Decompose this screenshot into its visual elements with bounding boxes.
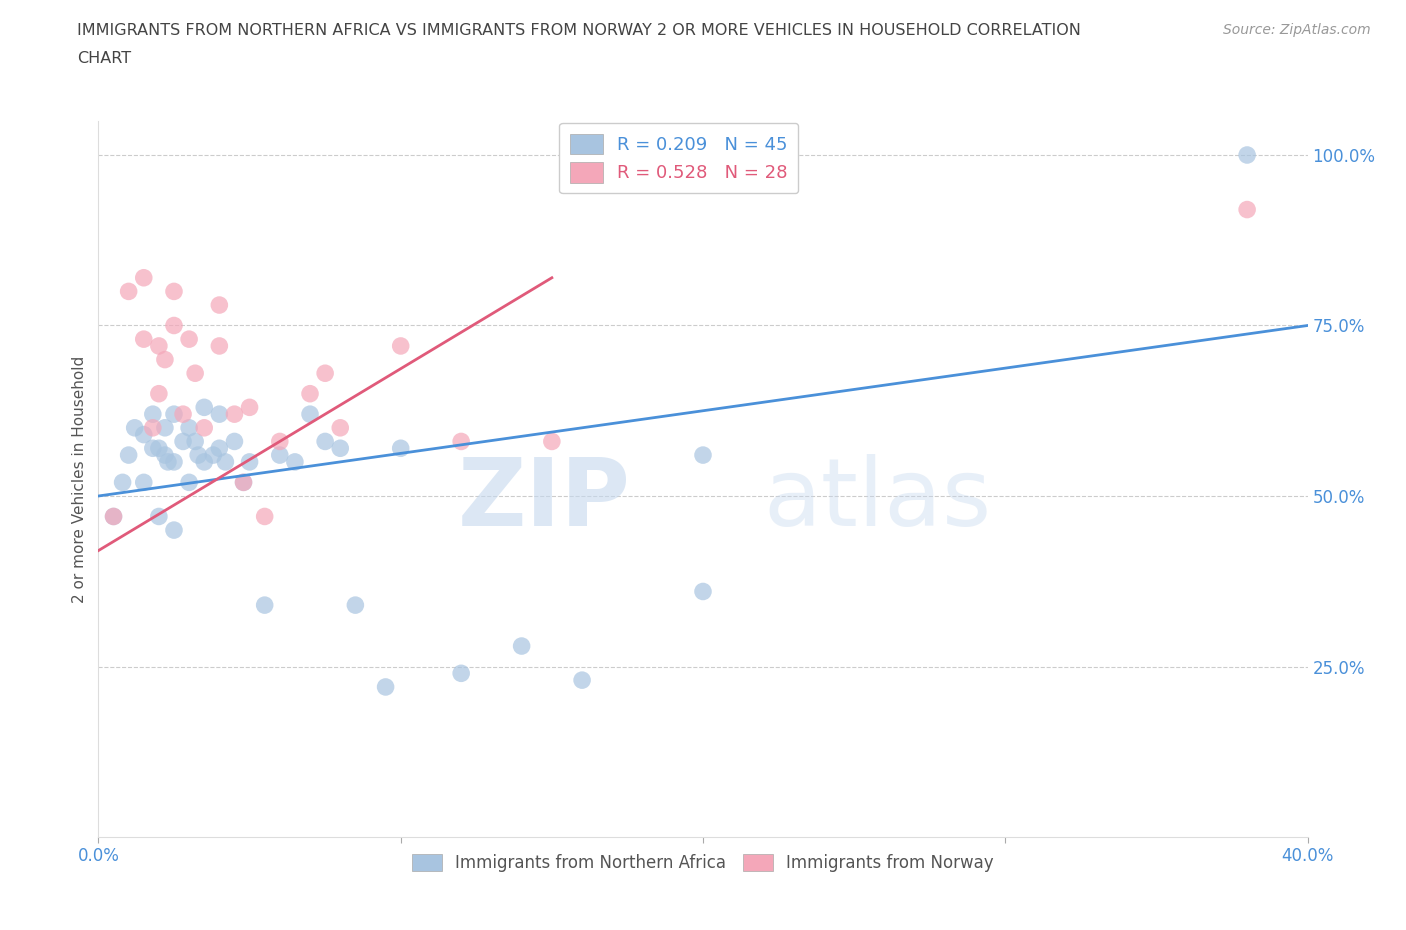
Point — [172, 406, 194, 421]
Text: Source: ZipAtlas.com: Source: ZipAtlas.com — [1223, 23, 1371, 37]
Point — [132, 332, 155, 347]
Point — [163, 406, 186, 421]
Point — [124, 420, 146, 435]
Point — [179, 420, 201, 435]
Point — [232, 475, 254, 490]
Point — [163, 318, 186, 333]
Point — [692, 447, 714, 462]
Point — [163, 455, 186, 470]
Point — [253, 598, 276, 613]
Point — [148, 386, 170, 401]
Point — [142, 406, 165, 421]
Point — [184, 365, 207, 380]
Point — [284, 455, 307, 470]
Point — [163, 523, 186, 538]
Point — [179, 332, 201, 347]
Point — [299, 406, 322, 421]
Point — [172, 434, 194, 449]
Point — [179, 475, 201, 490]
Point — [118, 447, 141, 462]
Point — [111, 475, 134, 490]
Text: ZIP: ZIP — [457, 455, 630, 547]
Point — [374, 680, 396, 695]
Point — [148, 441, 170, 456]
Point — [571, 672, 593, 687]
Point — [389, 441, 412, 456]
Point — [299, 386, 322, 401]
Point — [1236, 202, 1258, 217]
Text: CHART: CHART — [77, 51, 131, 66]
Point — [314, 365, 336, 380]
Point — [269, 434, 291, 449]
Point — [148, 509, 170, 524]
Text: atlas: atlas — [763, 455, 991, 547]
Point — [132, 475, 155, 490]
Point — [510, 639, 533, 654]
Point — [692, 584, 714, 599]
Y-axis label: 2 or more Vehicles in Household: 2 or more Vehicles in Household — [72, 355, 87, 603]
Point — [224, 434, 246, 449]
Point — [118, 284, 141, 299]
Point — [314, 434, 336, 449]
Point — [450, 434, 472, 449]
Point — [202, 447, 225, 462]
Point — [153, 447, 176, 462]
Point — [329, 441, 352, 456]
Point — [193, 455, 215, 470]
Point — [214, 455, 236, 470]
Point — [103, 509, 125, 524]
Point — [132, 427, 155, 442]
Point — [389, 339, 412, 353]
Point — [153, 352, 176, 367]
Point — [193, 420, 215, 435]
Point — [153, 420, 176, 435]
Point — [224, 406, 246, 421]
Point — [208, 339, 231, 353]
Point — [253, 509, 276, 524]
Point — [142, 420, 165, 435]
Point — [193, 400, 215, 415]
Point — [208, 406, 231, 421]
Point — [132, 271, 155, 286]
Point — [239, 455, 262, 470]
Point — [103, 509, 125, 524]
Point — [540, 434, 562, 449]
Point — [269, 447, 291, 462]
Point — [163, 284, 186, 299]
Point — [187, 447, 209, 462]
Point — [450, 666, 472, 681]
Point — [232, 475, 254, 490]
Point — [329, 420, 352, 435]
Point — [156, 455, 179, 470]
Point — [184, 434, 207, 449]
Point — [344, 598, 367, 613]
Point — [208, 298, 231, 312]
Point — [148, 339, 170, 353]
Text: IMMIGRANTS FROM NORTHERN AFRICA VS IMMIGRANTS FROM NORWAY 2 OR MORE VEHICLES IN : IMMIGRANTS FROM NORTHERN AFRICA VS IMMIG… — [77, 23, 1081, 38]
Point — [1236, 148, 1258, 163]
Point — [142, 441, 165, 456]
Point — [208, 441, 231, 456]
Legend: Immigrants from Northern Africa, Immigrants from Norway: Immigrants from Northern Africa, Immigra… — [405, 847, 1001, 879]
Point — [239, 400, 262, 415]
